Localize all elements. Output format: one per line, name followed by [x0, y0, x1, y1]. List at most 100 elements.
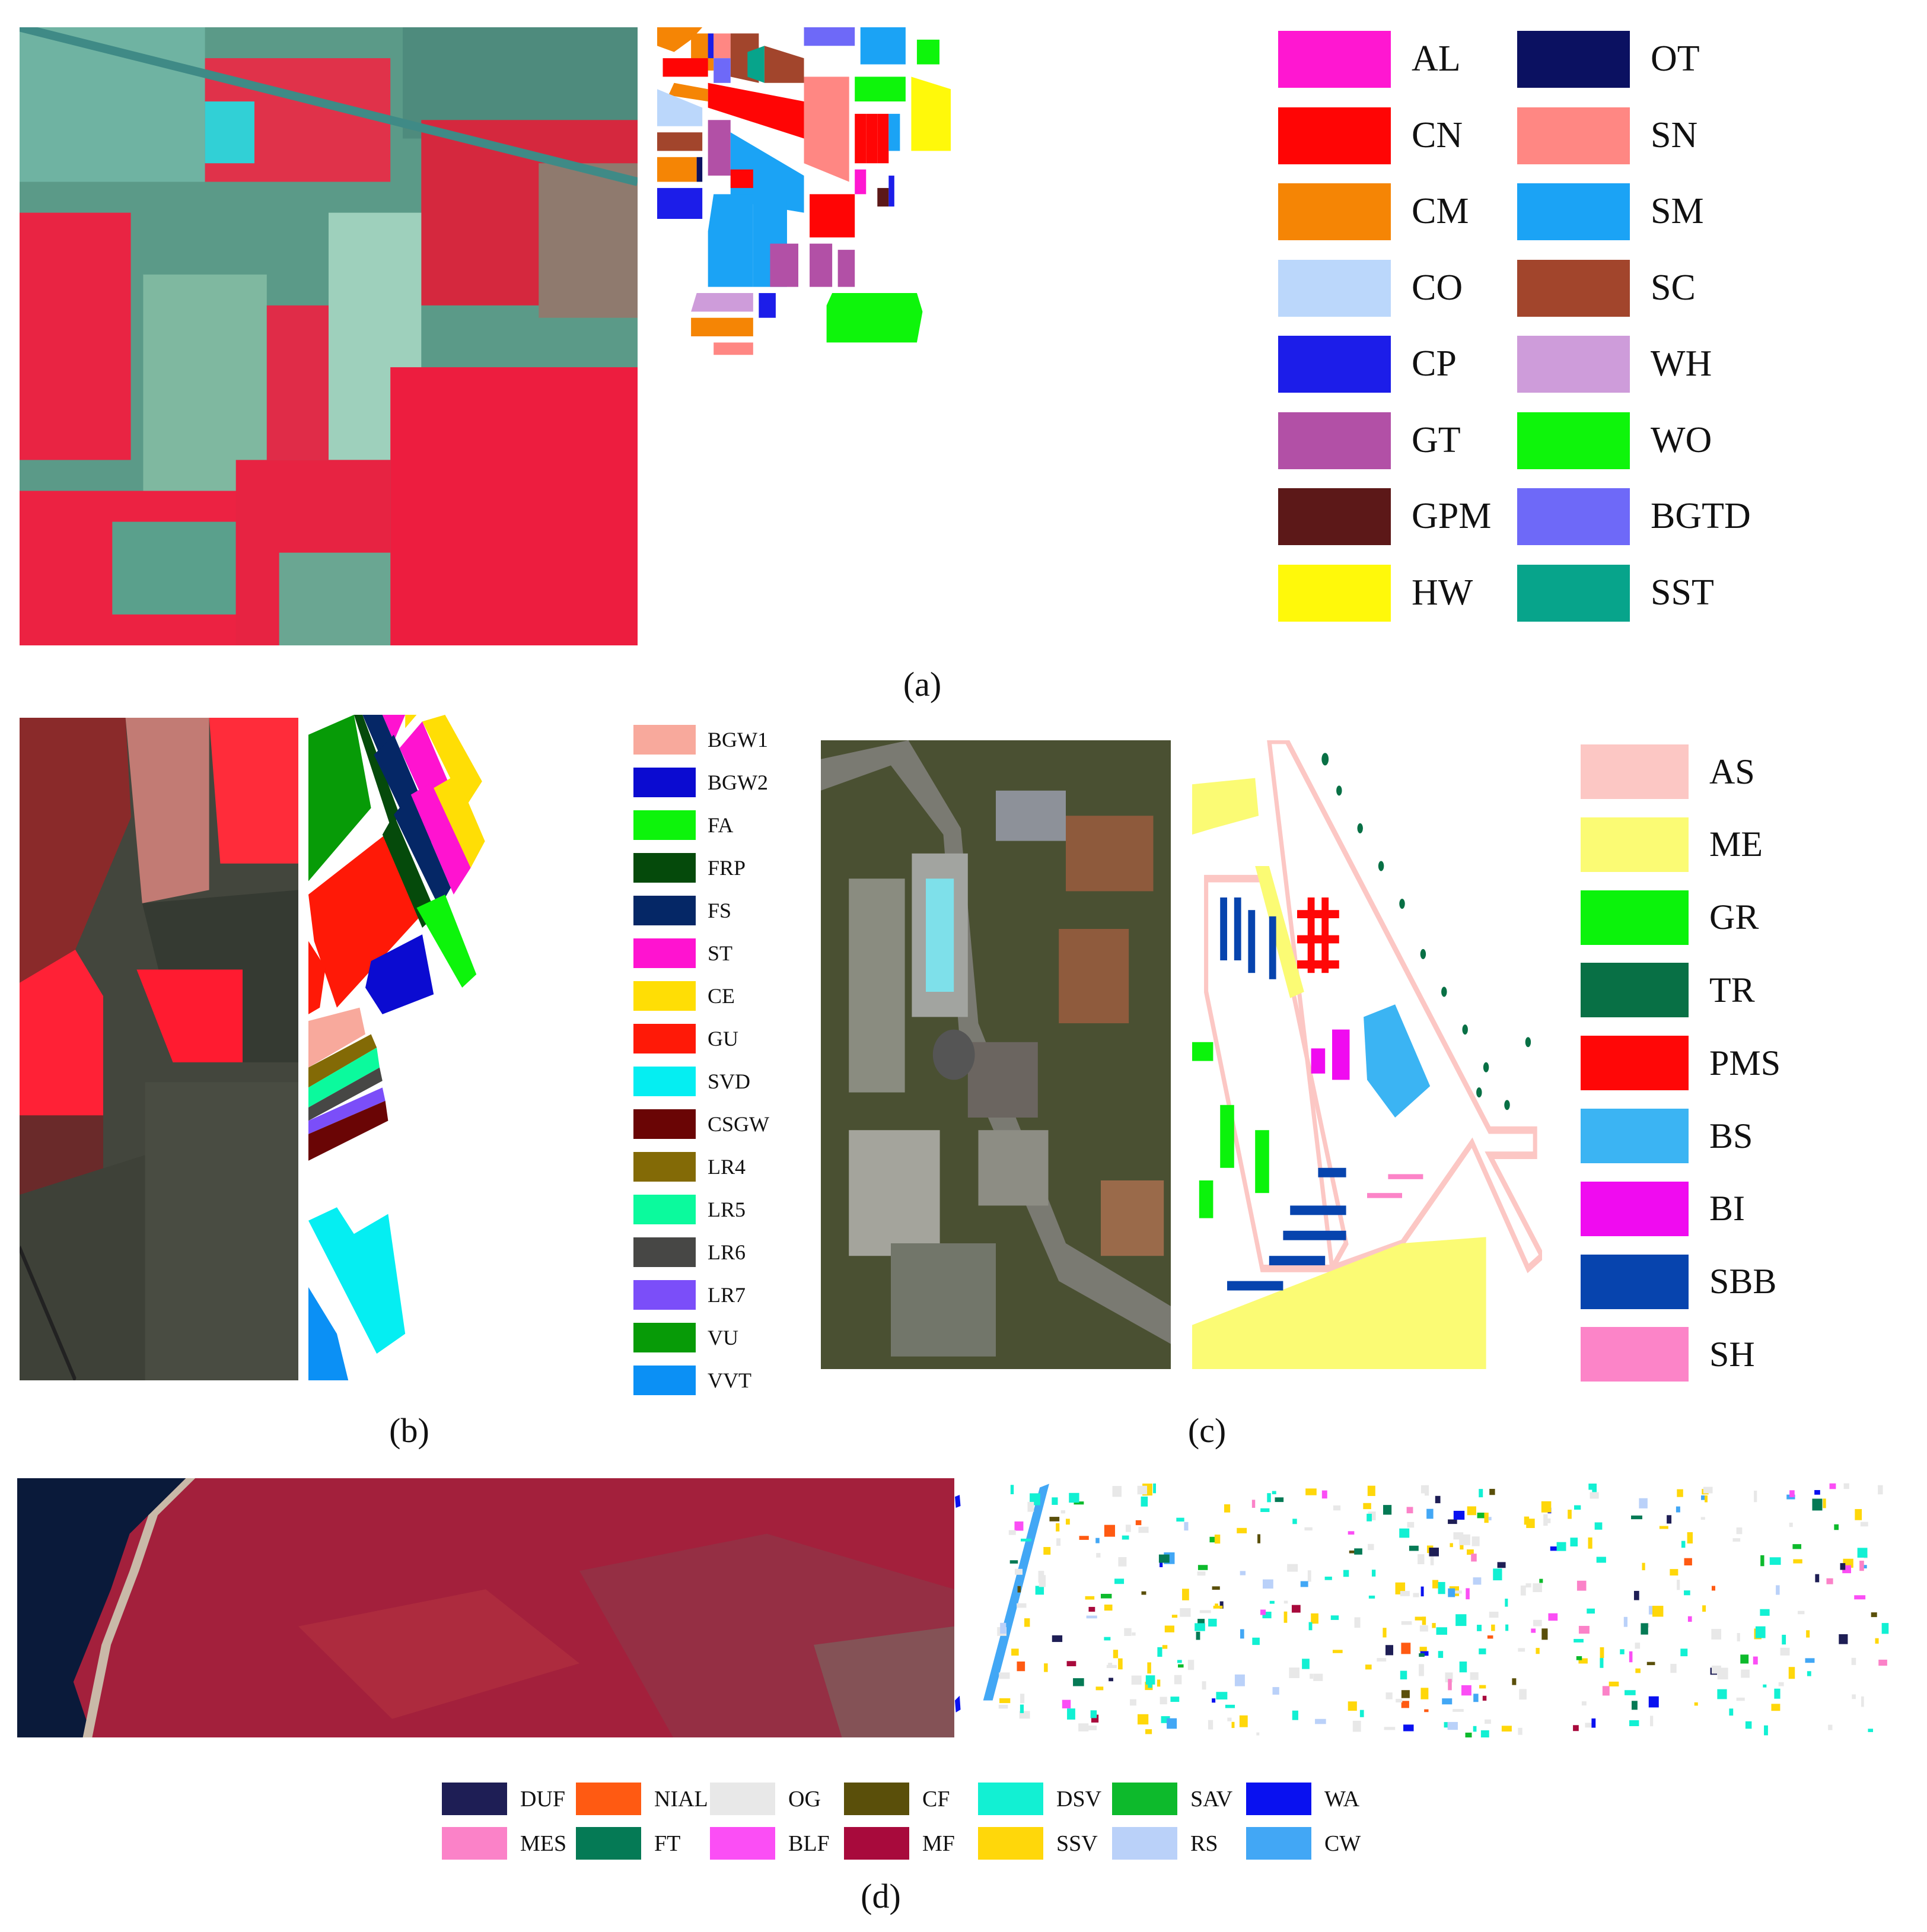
ground-truth-patch	[1588, 1484, 1595, 1490]
panel-d-legend-swatch-cw	[1246, 1827, 1311, 1860]
ground-truth-patch	[1137, 1485, 1148, 1495]
panel-d-legend-label-sav: SAV	[1190, 1786, 1233, 1812]
ground-truth-patch	[1418, 1554, 1425, 1564]
panel-b-legend-label-ce: CE	[708, 984, 735, 1008]
ground-truth-patch	[1687, 1616, 1692, 1622]
panel-a-legend-label-sn: SN	[1651, 114, 1698, 155]
panel-c-legend-label-pms: PMS	[1709, 1043, 1781, 1083]
ground-truth-patch	[1324, 1576, 1332, 1580]
ground-truth-patch	[1754, 1490, 1757, 1503]
panel-c-legend-label-gr: GR	[1709, 897, 1759, 937]
ground-truth-patch	[1480, 1730, 1489, 1737]
ground-truth-patch	[1147, 1662, 1151, 1674]
ground-truth-patch	[1049, 1517, 1060, 1522]
panel-b-legend-swatch-vu	[633, 1323, 696, 1352]
panel-d-caption: (d)	[861, 1877, 901, 1915]
ground-truth-patch	[1359, 1710, 1364, 1717]
panel-a-legend-label-ot: OT	[1651, 39, 1700, 79]
ground-truth-patch	[1010, 1485, 1014, 1495]
ground-truth-patch	[1106, 1664, 1117, 1668]
ground-truth-patch	[1043, 1546, 1051, 1555]
ground-truth-patch	[1442, 1698, 1453, 1705]
ground-truth-patch	[1161, 1716, 1170, 1723]
ground-truth-patch	[1501, 1726, 1512, 1732]
ground-truth-patch	[1227, 1717, 1232, 1721]
ground-truth-patch	[1030, 1493, 1040, 1506]
ground-truth-patch	[1859, 1561, 1864, 1571]
ground-truth-patch	[1702, 1489, 1709, 1495]
ground-truth-patch	[1881, 1623, 1889, 1634]
panel-c-legend-label-sh: SH	[1709, 1334, 1755, 1374]
ground-truth-patch	[1212, 1698, 1216, 1703]
panel-a-legend-swatch-hw	[1278, 564, 1391, 622]
panel-b-legend-label-lr4: LR4	[708, 1155, 746, 1179]
panel-a-legend-label-hw: HW	[1412, 572, 1473, 613]
panel-d-legend-label-og: OG	[788, 1786, 821, 1812]
ground-truth-patch	[1011, 1648, 1019, 1656]
ground-truth-patch	[1705, 1495, 1708, 1503]
ground-truth-patch	[1629, 1720, 1639, 1726]
panel-c-legend-swatch-bs	[1581, 1109, 1689, 1163]
ground-truth-patch	[1843, 1558, 1853, 1568]
ground-truth-patch	[1383, 1505, 1392, 1515]
ground-truth-patch	[1426, 1508, 1434, 1519]
panel-a-legend-label-cp: CP	[1412, 343, 1457, 384]
panel-d-legend-label-mes: MES	[520, 1831, 567, 1856]
ground-truth-patch	[1252, 1637, 1260, 1645]
ground-truth-patch	[1505, 1624, 1509, 1631]
ground-truth-patch	[1014, 1521, 1024, 1531]
panel-a-legend-swatch-gpm	[1278, 488, 1391, 545]
ground-truth-patch	[1573, 1725, 1579, 1732]
ground-truth-patch	[1187, 1660, 1195, 1670]
ground-truth-patch	[1367, 1485, 1375, 1496]
ground-truth-patch	[1592, 1484, 1597, 1492]
ground-truth-patch	[1304, 1527, 1313, 1531]
ground-truth-patch	[1702, 1605, 1706, 1612]
ground-truth-patch	[1197, 1565, 1208, 1570]
panel-d-legend-swatch-dsv	[978, 1783, 1043, 1815]
ground-truth-patch	[1448, 1519, 1457, 1524]
panel-a-legend-label-gpm: GPM	[1412, 496, 1492, 537]
ground-truth-patch	[1019, 1711, 1030, 1719]
ground-truth-patch	[1525, 1583, 1531, 1588]
ground-truth-patch	[1466, 1588, 1470, 1600]
ground-truth-patch	[1109, 1678, 1113, 1682]
ground-truth-patch	[1052, 1497, 1058, 1505]
ground-truth-patch	[1465, 1732, 1472, 1737]
ground-truth-patch	[1112, 1486, 1122, 1497]
ground-truth-patch	[1348, 1531, 1355, 1535]
panel-d-ground-truth-map	[955, 1478, 1898, 1737]
ground-truth-patch	[1104, 1605, 1113, 1611]
ground-truth-patch	[1302, 1659, 1310, 1669]
ground-truth-patch	[1114, 1578, 1125, 1584]
ground-truth-patch	[1701, 1495, 1706, 1500]
ground-truth-patch	[1367, 1513, 1372, 1522]
ground-truth-patch	[1060, 1510, 1066, 1514]
ground-truth-patch	[1354, 1617, 1361, 1628]
panel-b-legend-swatch-ce	[633, 981, 696, 1011]
ground-truth-patch	[1196, 1631, 1200, 1640]
ground-truth-patch	[1409, 1545, 1419, 1551]
panel-b-legend-swatch-fs	[633, 896, 696, 925]
ground-truth-patch	[1027, 1501, 1034, 1512]
ground-truth-patch	[1315, 1718, 1326, 1724]
panel-c-legend-swatch-tr	[1581, 963, 1689, 1018]
ground-truth-patch	[1008, 1530, 1016, 1535]
panel-d-legend-label-nial: NIAL	[654, 1786, 708, 1812]
ground-truth-patch	[1333, 1505, 1341, 1511]
ground-truth-patch	[1764, 1725, 1768, 1736]
ground-truth-patch	[1591, 1718, 1596, 1728]
panel-a-legend-swatch-cp	[1278, 336, 1391, 393]
panel-b-legend-label-vu: VU	[708, 1326, 738, 1350]
panel-b-legend-swatch-bgw2	[633, 768, 696, 797]
ground-truth-patch	[1524, 1516, 1530, 1525]
ground-truth-patch	[1100, 1593, 1112, 1599]
ground-truth-patch	[1840, 1563, 1846, 1570]
panel-c-legend-swatch-sh	[1581, 1327, 1689, 1382]
ground-truth-patch	[1493, 1568, 1502, 1581]
panel-b-legend-label-fs: FS	[708, 899, 732, 923]
ground-truth-patch	[1272, 1687, 1279, 1695]
ground-truth-patch	[1641, 1623, 1648, 1635]
ground-truth-patch	[1432, 1580, 1439, 1589]
ground-truth-patch	[1167, 1718, 1177, 1729]
